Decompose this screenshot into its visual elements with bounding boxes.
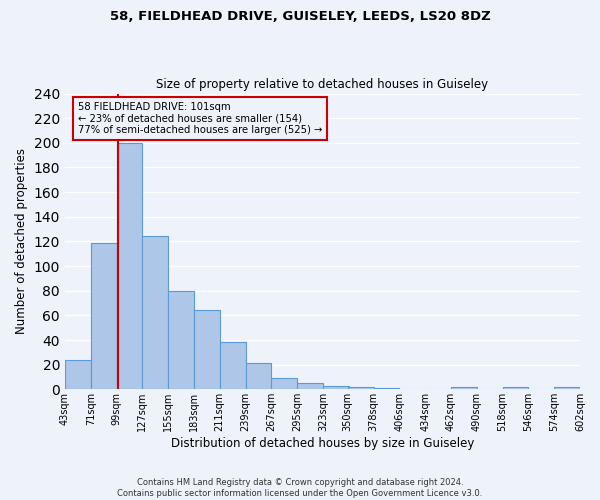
Bar <box>374 388 400 390</box>
Title: Size of property relative to detached houses in Guiseley: Size of property relative to detached ho… <box>157 78 488 91</box>
Bar <box>142 236 168 390</box>
Bar <box>348 387 374 390</box>
Text: 58, FIELDHEAD DRIVE, GUISELEY, LEEDS, LS20 8DZ: 58, FIELDHEAD DRIVE, GUISELEY, LEEDS, LS… <box>110 10 490 23</box>
Bar <box>554 387 580 390</box>
Bar <box>194 310 220 390</box>
Bar <box>220 342 245 390</box>
Bar <box>116 143 142 390</box>
Text: Contains HM Land Registry data © Crown copyright and database right 2024.
Contai: Contains HM Land Registry data © Crown c… <box>118 478 482 498</box>
Y-axis label: Number of detached properties: Number of detached properties <box>15 148 28 334</box>
Bar <box>245 364 271 390</box>
Bar <box>451 387 477 390</box>
Bar <box>503 387 529 390</box>
Bar <box>297 383 323 390</box>
Bar <box>323 386 349 390</box>
Text: 58 FIELDHEAD DRIVE: 101sqm
← 23% of detached houses are smaller (154)
77% of sem: 58 FIELDHEAD DRIVE: 101sqm ← 23% of deta… <box>78 102 322 136</box>
Bar <box>91 242 116 390</box>
Bar <box>168 290 194 390</box>
X-axis label: Distribution of detached houses by size in Guiseley: Distribution of detached houses by size … <box>171 437 474 450</box>
Bar <box>65 360 91 390</box>
Bar <box>271 378 297 390</box>
